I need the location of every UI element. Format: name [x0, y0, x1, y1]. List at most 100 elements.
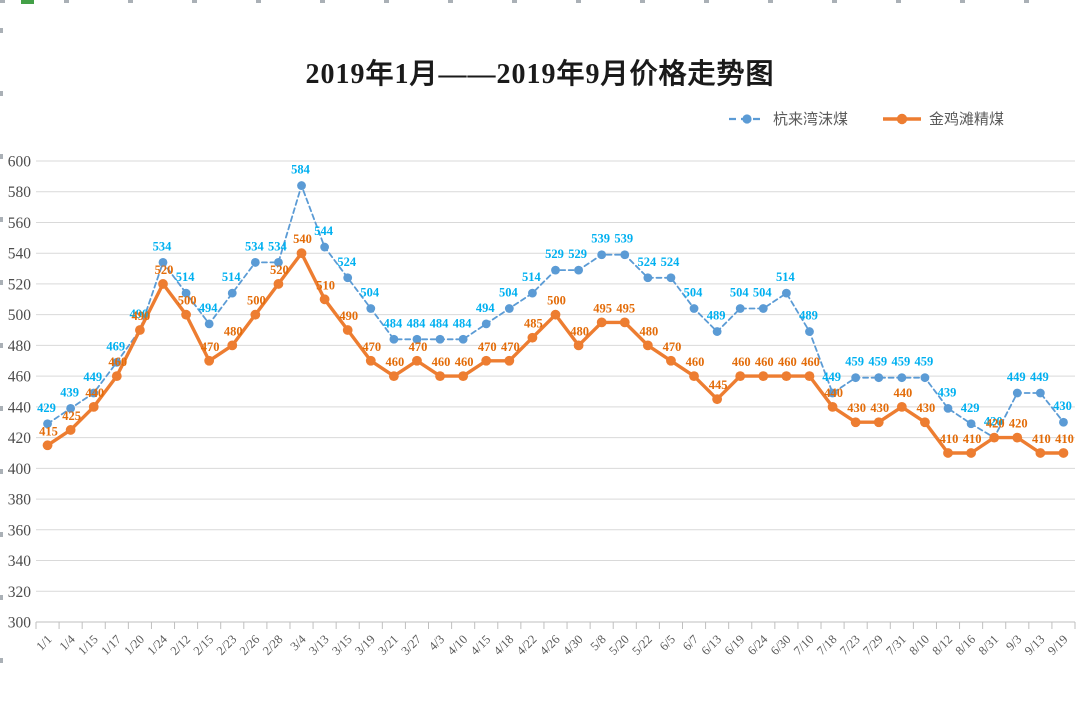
- data-point-marker[interactable]: [943, 448, 953, 458]
- legend-label-jinjitan: 金鸡滩精煤: [929, 111, 1005, 128]
- data-point-marker[interactable]: [319, 294, 330, 305]
- data-point-marker[interactable]: [827, 401, 838, 412]
- data-point-marker[interactable]: [296, 248, 307, 259]
- data-point-marker[interactable]: [804, 371, 815, 382]
- data-point-marker[interactable]: [897, 373, 907, 383]
- data-point-marker[interactable]: [573, 340, 584, 351]
- data-point-marker[interactable]: [250, 258, 260, 267]
- data-point-marker[interactable]: [1058, 448, 1069, 458]
- data-point-marker[interactable]: [574, 265, 583, 275]
- data-point-marker[interactable]: [158, 258, 168, 267]
- data-point-marker[interactable]: [896, 401, 907, 412]
- data-point-marker[interactable]: [597, 250, 607, 260]
- legend-item-hanglaiwan[interactable]: 杭来湾沫煤: [728, 108, 848, 129]
- data-point-marker[interactable]: [343, 273, 353, 283]
- data-point-marker[interactable]: [620, 250, 630, 260]
- data-point-label: 504: [684, 286, 704, 300]
- data-point-marker[interactable]: [528, 288, 537, 298]
- data-point-marker[interactable]: [65, 425, 76, 435]
- x-tick-label: 8/12: [930, 632, 956, 658]
- data-point-marker[interactable]: [227, 340, 238, 351]
- data-point-marker[interactable]: [920, 373, 930, 383]
- data-point-marker[interactable]: [273, 279, 284, 289]
- data-point-marker[interactable]: [42, 440, 53, 451]
- data-point-marker[interactable]: [111, 371, 122, 382]
- data-point-marker[interactable]: [227, 288, 237, 298]
- data-point-marker[interactable]: [89, 388, 99, 398]
- data-point-marker[interactable]: [735, 371, 746, 382]
- data-point-marker[interactable]: [850, 417, 861, 428]
- data-point-marker[interactable]: [619, 317, 630, 328]
- series-jinjitan-labels: 415 425 440 460 490 520 500 470 480 500 520 540 510 4…: [39, 232, 1074, 446]
- data-point-marker[interactable]: [504, 304, 514, 313]
- data-point-marker[interactable]: [689, 371, 699, 382]
- data-point-marker[interactable]: [504, 355, 515, 366]
- data-point-marker[interactable]: [365, 355, 376, 366]
- data-point-marker[interactable]: [1035, 448, 1046, 458]
- data-point-marker[interactable]: [966, 419, 976, 429]
- data-point-marker[interactable]: [435, 371, 445, 382]
- data-point-marker[interactable]: [551, 265, 560, 275]
- data-point-marker[interactable]: [204, 319, 214, 329]
- data-point-marker[interactable]: [274, 258, 283, 267]
- data-point-marker[interactable]: [851, 373, 861, 383]
- data-point-marker[interactable]: [943, 404, 953, 413]
- data-point-marker[interactable]: [873, 417, 884, 428]
- data-point-marker[interactable]: [596, 317, 607, 328]
- data-point-marker[interactable]: [1035, 388, 1045, 398]
- data-point-marker[interactable]: [112, 357, 122, 367]
- data-point-label: 410: [1055, 432, 1074, 446]
- data-point-marker[interactable]: [66, 404, 76, 413]
- data-point-label: 520: [155, 263, 174, 277]
- data-point-marker[interactable]: [712, 327, 722, 336]
- data-point-marker[interactable]: [689, 304, 699, 313]
- data-point-marker[interactable]: [366, 304, 376, 313]
- data-point-marker[interactable]: [966, 448, 976, 458]
- legend-item-jinjitan[interactable]: 金鸡滩精煤: [882, 108, 1004, 129]
- data-point-marker[interactable]: [666, 355, 676, 366]
- data-point-marker[interactable]: [643, 273, 653, 283]
- data-point-marker[interactable]: [1012, 388, 1022, 398]
- data-point-marker[interactable]: [781, 371, 792, 382]
- data-point-marker[interactable]: [181, 309, 191, 320]
- data-point-marker[interactable]: [735, 304, 745, 313]
- data-point-marker[interactable]: [989, 432, 1000, 443]
- data-point-marker[interactable]: [642, 340, 653, 351]
- data-point-marker[interactable]: [204, 355, 215, 366]
- data-point-marker[interactable]: [920, 417, 930, 428]
- data-point-marker[interactable]: [458, 371, 469, 382]
- data-point-label: 494: [199, 301, 219, 315]
- data-point-label: 430: [847, 401, 866, 415]
- data-point-marker[interactable]: [1012, 432, 1023, 443]
- series-jinjitan[interactable]: [42, 248, 1069, 458]
- data-point-marker[interactable]: [297, 181, 306, 190]
- data-point-marker[interactable]: [481, 355, 492, 366]
- data-point-marker[interactable]: [181, 288, 191, 298]
- data-point-marker[interactable]: [666, 273, 676, 283]
- data-point-marker[interactable]: [88, 401, 99, 412]
- data-point-marker[interactable]: [135, 325, 145, 335]
- data-point-marker[interactable]: [342, 325, 353, 335]
- data-point-marker[interactable]: [458, 334, 468, 344]
- data-point-marker[interactable]: [320, 242, 330, 252]
- data-point-marker[interactable]: [158, 279, 168, 289]
- data-point-marker[interactable]: [412, 355, 422, 366]
- data-point-marker[interactable]: [874, 373, 884, 383]
- data-point-marker[interactable]: [1059, 417, 1068, 427]
- data-point-marker[interactable]: [250, 309, 261, 320]
- data-point-marker[interactable]: [550, 309, 561, 320]
- data-point-marker[interactable]: [481, 319, 491, 329]
- data-point-marker[interactable]: [412, 334, 422, 344]
- data-point-marker[interactable]: [389, 334, 399, 344]
- data-point-marker[interactable]: [805, 327, 814, 336]
- data-point-marker[interactable]: [435, 334, 445, 344]
- data-point-marker[interactable]: [527, 332, 538, 343]
- data-point-marker[interactable]: [758, 304, 768, 313]
- data-point-marker[interactable]: [43, 419, 52, 429]
- data-point-marker[interactable]: [758, 371, 769, 382]
- data-point-marker[interactable]: [781, 288, 791, 298]
- data-point-marker[interactable]: [388, 371, 399, 382]
- data-point-marker[interactable]: [712, 394, 723, 405]
- data-point-marker[interactable]: [828, 388, 837, 398]
